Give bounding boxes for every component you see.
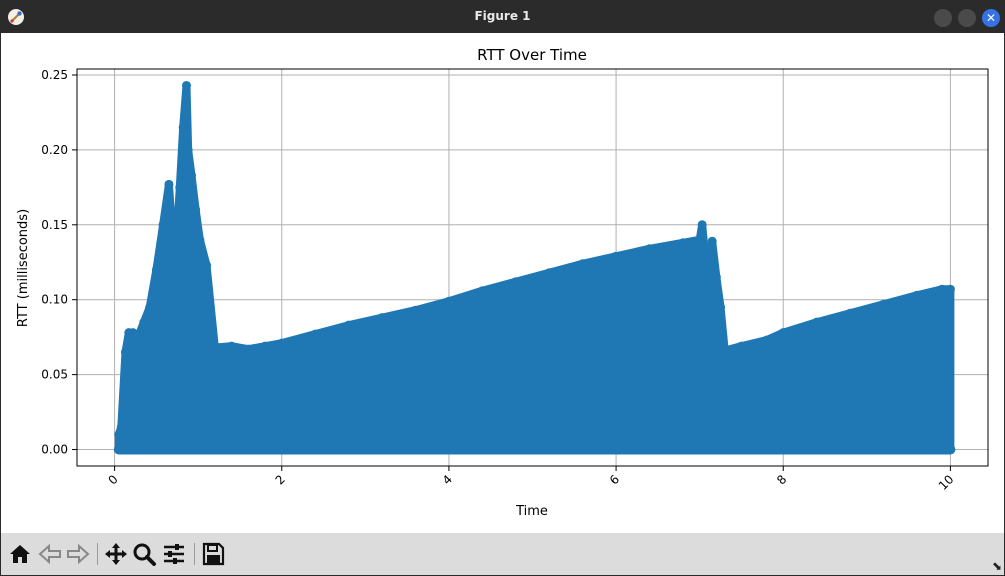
move-icon (105, 543, 127, 565)
data-point (145, 302, 155, 312)
data-point (410, 305, 420, 315)
data-point (703, 280, 713, 290)
data-point (178, 122, 188, 132)
data-point (697, 220, 707, 230)
data-point (164, 179, 174, 189)
title-bar[interactable]: Figure 1 ✕ (1, 1, 1004, 33)
arrow-left-icon (38, 543, 61, 565)
x-axis-label: Time (515, 504, 548, 519)
data-point (277, 338, 287, 348)
data-point (762, 335, 772, 345)
data-point (511, 277, 521, 287)
y-tick-label: 0.05 (41, 368, 68, 382)
home-button[interactable] (7, 541, 33, 567)
zoom-button[interactable] (131, 541, 157, 567)
data-point (912, 290, 922, 300)
data-point (544, 268, 554, 278)
x-tick-label: 0 (105, 472, 120, 487)
data-point (120, 347, 130, 357)
data-point (202, 260, 212, 270)
plot-frame (76, 68, 989, 467)
back-button[interactable] (37, 541, 63, 567)
minimize-button[interactable] (934, 9, 952, 27)
data-point (139, 317, 149, 327)
data-point (344, 320, 354, 330)
data-point (945, 284, 955, 294)
data-point (151, 265, 161, 275)
data-point (114, 430, 124, 440)
figure-canvas[interactable]: 0 2 4 6 8 10 0.00 0.05 0.10 0.15 0.20 0.25 RTT Ove… (1, 33, 1004, 533)
y-tick-label: 0.20 (41, 143, 68, 157)
x-tick-label: 4 (440, 472, 455, 487)
toolbar-separator (194, 543, 195, 565)
y-tick-label: 0.10 (41, 293, 68, 307)
data-point (444, 296, 454, 306)
window-title: Figure 1 (474, 9, 531, 23)
x-tick-label: 8 (774, 472, 789, 487)
x-tick-label: 2 (273, 472, 288, 487)
arrow-right-icon (67, 543, 90, 565)
data-point (845, 308, 855, 318)
data-point (243, 344, 253, 354)
data-point (611, 251, 621, 261)
magnifier-icon (133, 543, 156, 566)
chart-title: RTT Over Time (477, 46, 587, 64)
x-axis: 0 2 4 6 8 10 (105, 466, 957, 493)
configure-subplots-button[interactable] (161, 541, 187, 567)
home-icon (10, 545, 30, 563)
data-point (812, 317, 822, 327)
resize-grip-icon[interactable]: ⬊ (991, 559, 1002, 573)
data-point (175, 182, 185, 192)
data-point (183, 145, 193, 155)
floppy-disk-icon (202, 542, 225, 566)
data-point (210, 343, 220, 353)
data-point (195, 235, 205, 245)
toolbar-separator (97, 543, 98, 565)
data-point (707, 236, 717, 246)
data-markers (114, 80, 955, 440)
data-point (645, 244, 655, 254)
x-tick-label: 6 (607, 472, 622, 487)
chart[interactable]: 0 2 4 6 8 10 0.00 0.05 0.10 0.15 0.20 0.25 RTT Ove… (1, 33, 1004, 533)
data-point (678, 238, 688, 248)
close-button[interactable]: ✕ (982, 9, 1000, 27)
y-tick-label: 0.25 (41, 68, 68, 82)
pan-button[interactable] (103, 541, 129, 567)
save-button[interactable] (200, 541, 226, 567)
data-point (477, 286, 487, 296)
data-point (937, 284, 947, 294)
data-point (260, 341, 270, 351)
navigation-toolbar: ⬊ (1, 533, 1004, 575)
data-point (377, 313, 387, 323)
data-point (711, 272, 721, 282)
data-point (170, 265, 180, 275)
sliders-icon (164, 544, 184, 564)
data-point (736, 341, 746, 351)
maximize-button[interactable] (958, 9, 976, 27)
data-point (116, 422, 126, 432)
data-point (191, 205, 201, 215)
forward-button[interactable] (65, 541, 91, 567)
data-point (578, 259, 588, 269)
y-axis-label: RTT (milliseconds) (16, 209, 31, 327)
close-icon: ✕ (985, 11, 997, 25)
y-tick-label: 0.15 (41, 218, 68, 232)
app-icon (8, 9, 24, 25)
data-point (720, 346, 730, 356)
x-tick-label: 10 (936, 472, 957, 493)
data-point (133, 332, 143, 342)
data-point (158, 220, 168, 230)
data-point (181, 80, 191, 90)
y-axis: 0.00 0.05 0.10 0.15 0.20 0.25 (41, 68, 77, 457)
data-point (187, 170, 197, 180)
data-point (716, 302, 726, 312)
data-point (695, 235, 705, 245)
data-point (879, 299, 889, 309)
y-tick-label: 0.00 (41, 443, 68, 457)
data-point (778, 328, 788, 338)
data-point (310, 329, 320, 339)
data-point (227, 341, 237, 351)
